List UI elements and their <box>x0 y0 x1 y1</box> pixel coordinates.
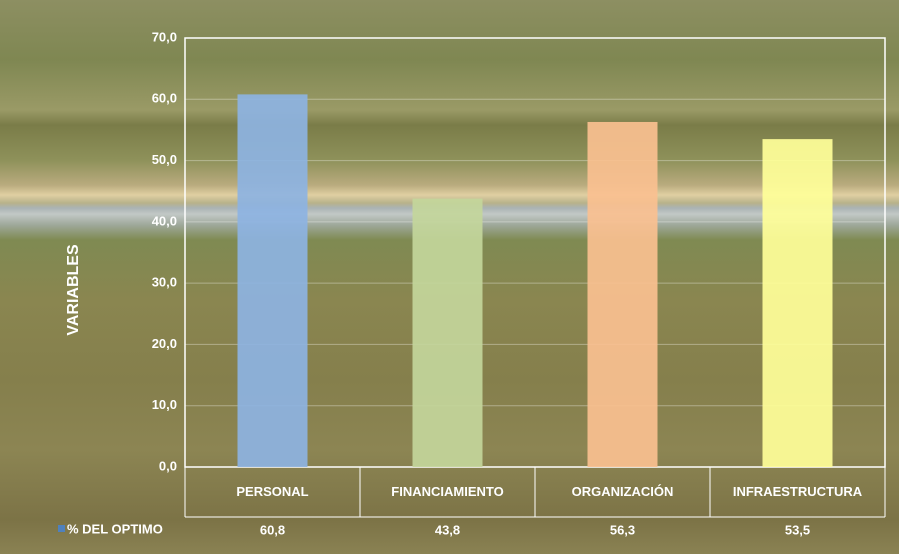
value-label: 56,3 <box>610 522 635 537</box>
x-tick-label: PERSONAL <box>236 484 309 499</box>
y-tick-label: 40,0 <box>152 213 177 228</box>
x-tick-label: ORGANIZACIÓN <box>571 484 674 499</box>
y-tick-label: 30,0 <box>152 275 177 290</box>
value-label: 43,8 <box>435 522 460 537</box>
y-tick-label: 70,0 <box>152 29 177 44</box>
bar <box>237 94 308 467</box>
bar <box>412 198 483 467</box>
y-tick-label: 20,0 <box>152 336 177 351</box>
y-tick-label: 60,0 <box>152 91 177 106</box>
x-tick-label: FINANCIAMIENTO <box>391 484 504 499</box>
value-label: 60,8 <box>260 522 285 537</box>
y-tick-label: 50,0 <box>152 152 177 167</box>
y-axis-label: VARIABLES <box>65 244 82 336</box>
legend-key <box>58 525 65 532</box>
bar <box>587 121 658 467</box>
legend-label: % DEL OPTIMO <box>67 521 163 536</box>
y-tick-label: 0,0 <box>159 458 177 473</box>
bar <box>762 139 833 467</box>
value-label: 53,5 <box>785 522 810 537</box>
y-tick-label: 10,0 <box>152 397 177 412</box>
x-tick-label: INFRAESTRUCTURA <box>732 484 863 499</box>
